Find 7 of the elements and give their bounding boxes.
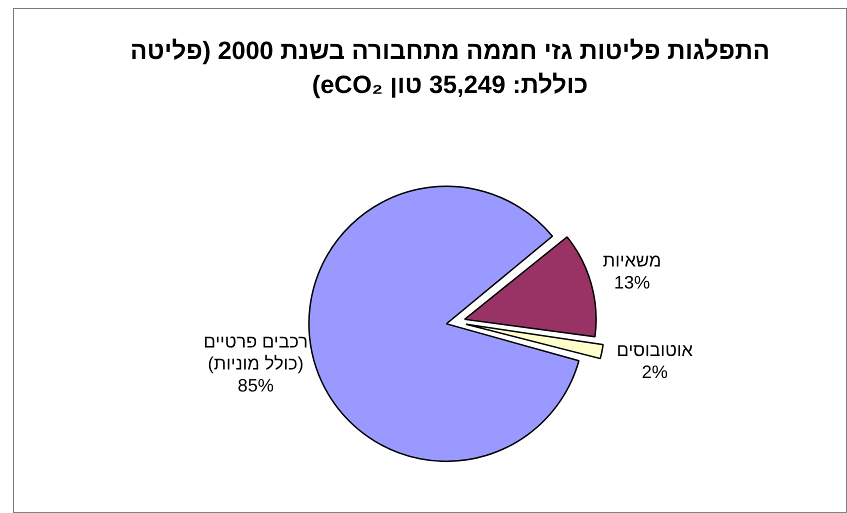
data-label: 2%	[642, 362, 668, 382]
data-label: 13%	[614, 272, 650, 293]
data-label: 85%	[238, 375, 274, 396]
chart-title: התפלגות פליטות גזי חממה מתחבורה בשנת 2000 (פליטה כוללת: 35,249 טון eCO₂)	[130, 36, 770, 101]
slice-label: רכבים פרטיים (כולל מוניות)	[204, 331, 308, 374]
slice-label: אוטובוסים	[616, 340, 694, 360]
slice-label: משאיות	[602, 250, 662, 271]
